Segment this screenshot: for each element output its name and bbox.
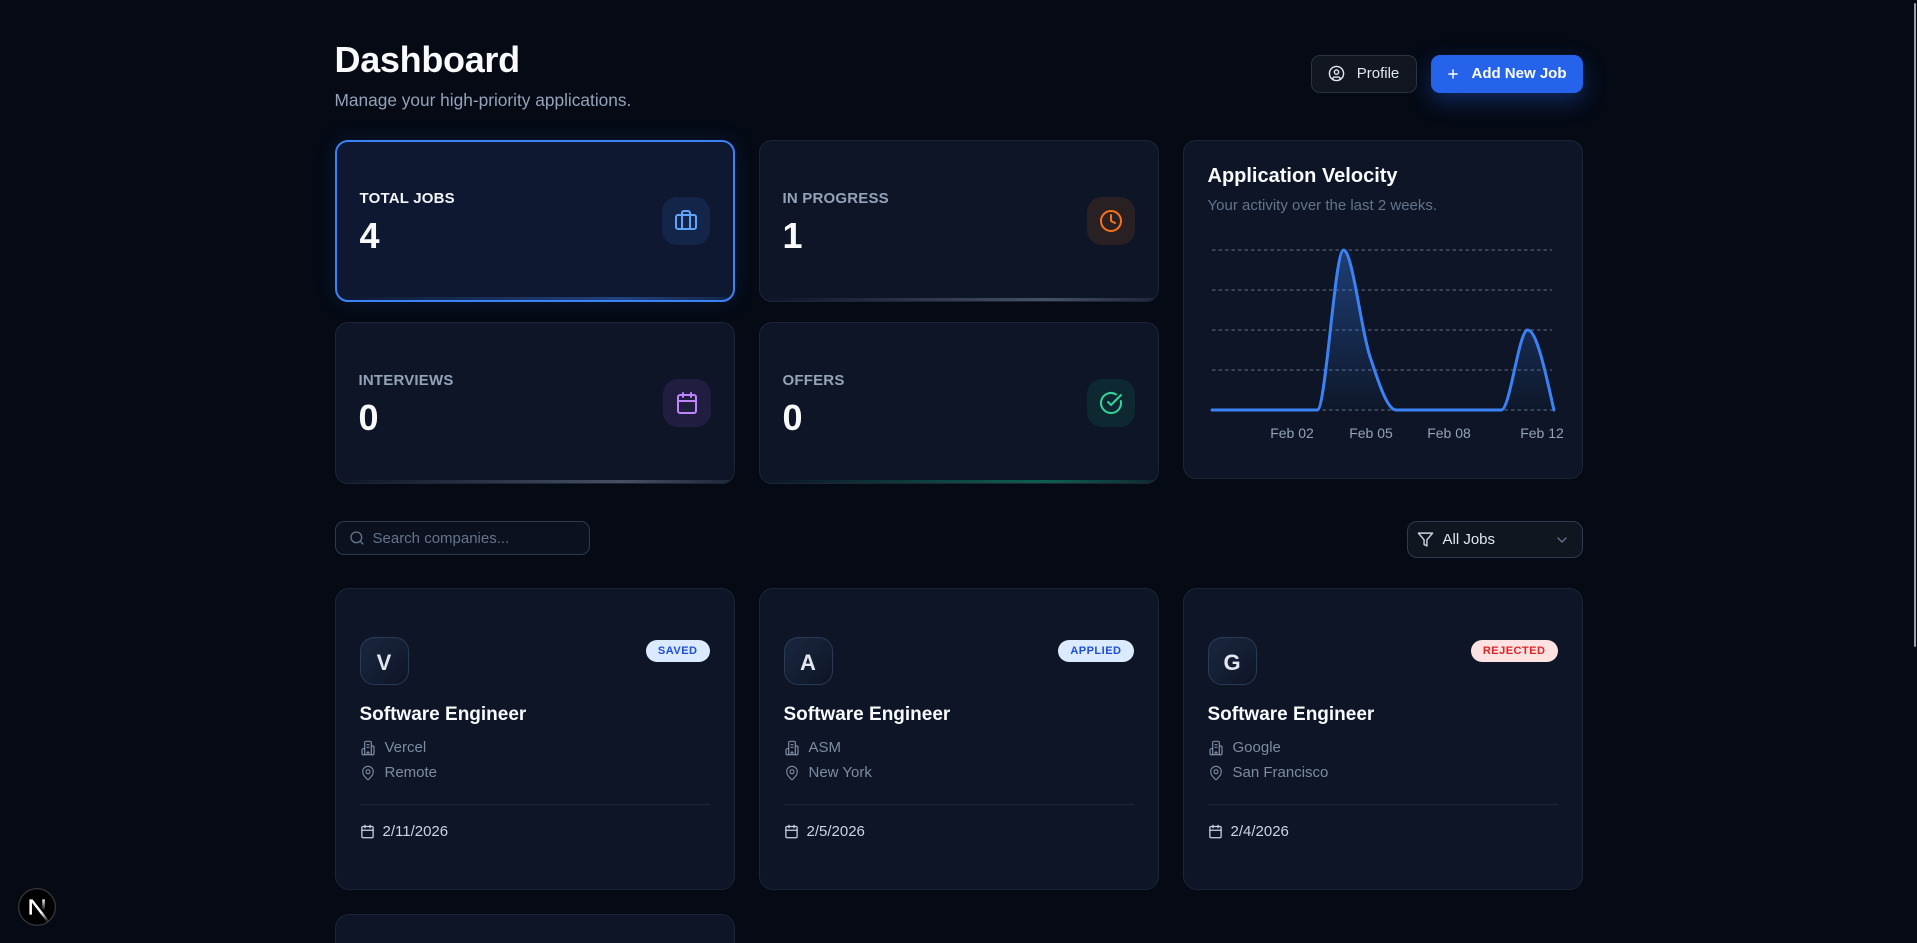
svg-text:Feb 05: Feb 05 — [1349, 425, 1393, 441]
svg-text:Feb 02: Feb 02 — [1270, 425, 1314, 441]
svg-text:Feb 12: Feb 12 — [1520, 425, 1564, 441]
svg-text:Feb 08: Feb 08 — [1427, 425, 1471, 441]
